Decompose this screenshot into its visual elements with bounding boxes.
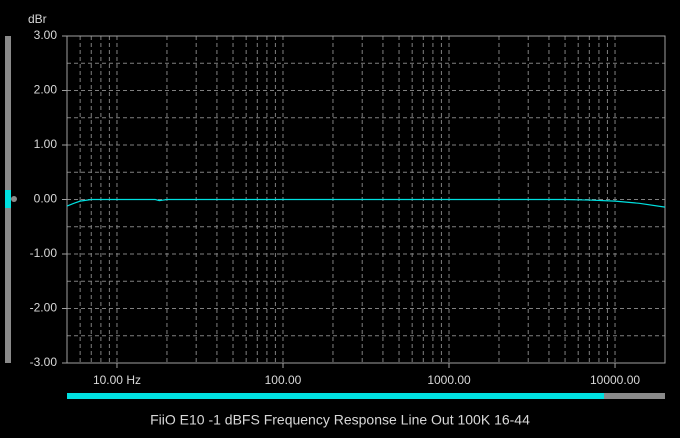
y-tick-label: 1.00 — [34, 137, 58, 151]
data-line — [66, 198, 666, 208]
x-tick-label: 10000.00 — [590, 373, 640, 387]
y-tick-label: -1.00 — [30, 246, 58, 260]
chart-title: FiiO E10 -1 dBFS Frequency Response Line… — [150, 412, 530, 428]
y-axis-label: dBr — [28, 12, 47, 26]
slider-thumb[interactable] — [5, 190, 11, 208]
y-tick-label: 0.00 — [34, 192, 58, 206]
y-tick-label: -2.00 — [30, 301, 58, 315]
y-tick-label: 2.00 — [34, 83, 58, 97]
x-tick-label: 10.00 Hz — [93, 373, 141, 387]
y-tick-label: 3.00 — [34, 28, 58, 42]
slider-knob[interactable] — [11, 196, 17, 202]
x-tick-label: 100.00 — [265, 373, 302, 387]
plot-frame — [66, 35, 666, 364]
y-tick-label: -3.00 — [30, 355, 58, 369]
scroll-thumb[interactable] — [67, 393, 604, 399]
x-tick-label: 1000.00 — [427, 373, 471, 387]
